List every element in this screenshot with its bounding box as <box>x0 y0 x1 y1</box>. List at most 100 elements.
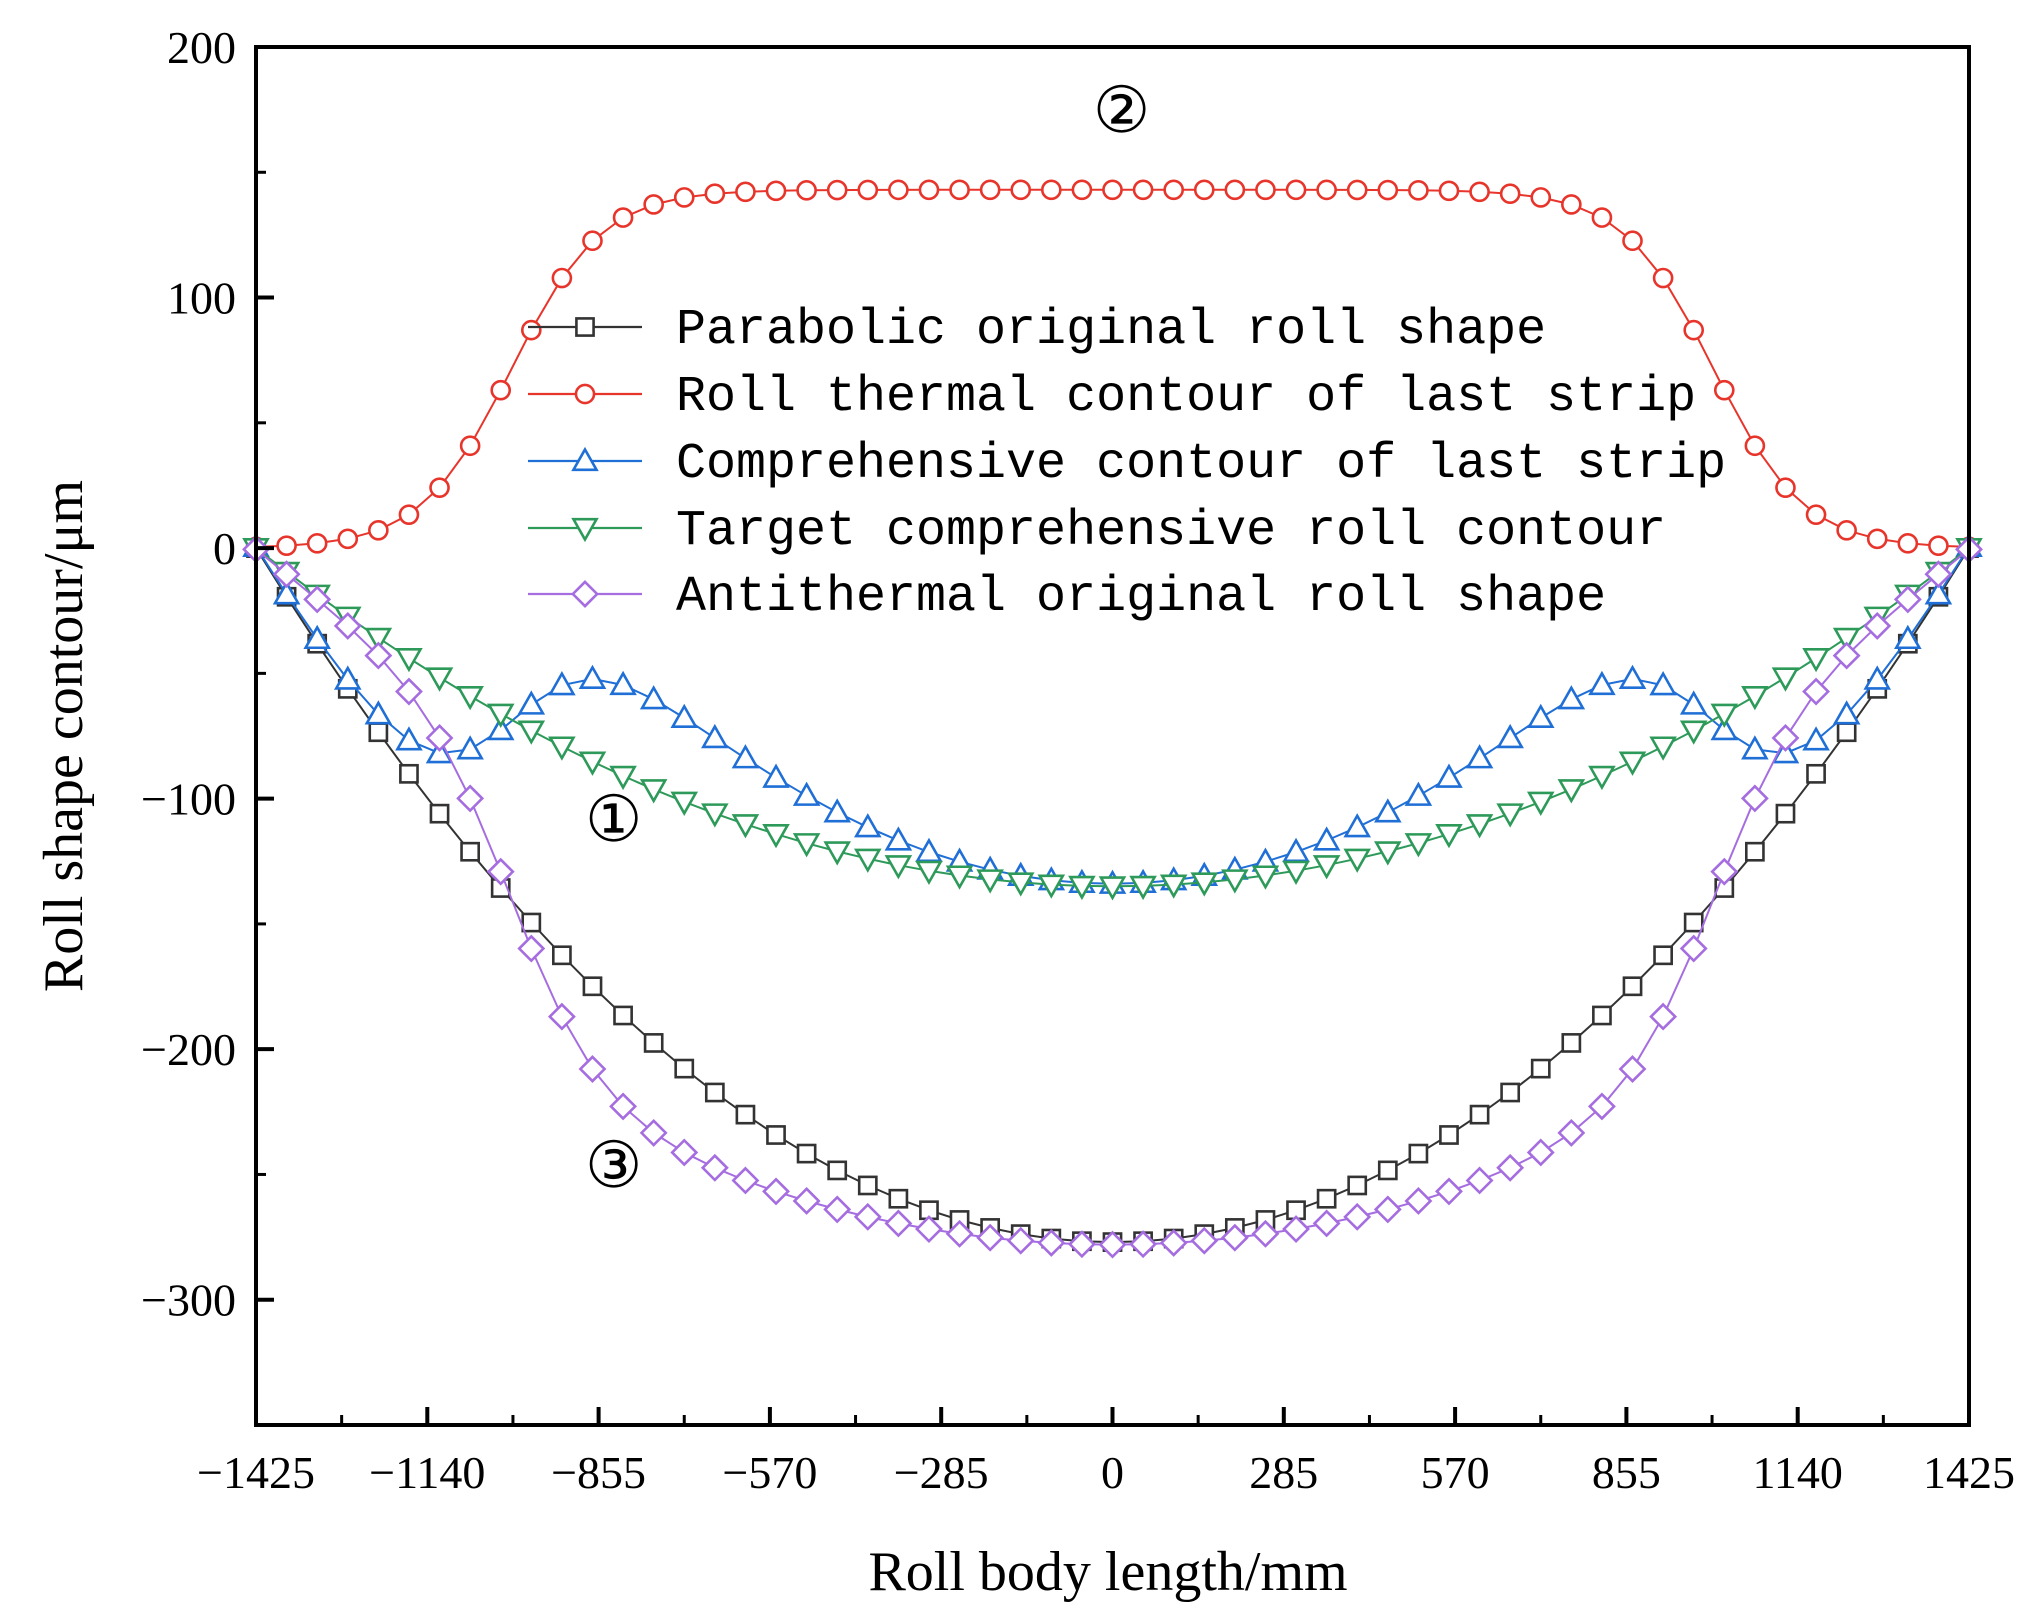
data-point <box>1924 580 1953 605</box>
data-point <box>1041 179 1062 201</box>
legend-label: Comprehensive contour of last strip <box>676 436 1726 493</box>
data-point <box>762 1177 790 1206</box>
data-point <box>1713 379 1735 401</box>
data-point <box>1710 715 1739 741</box>
data-point <box>1771 724 1800 752</box>
data-point <box>1102 179 1123 201</box>
data-point <box>854 813 882 838</box>
data-point <box>1530 1058 1551 1079</box>
data-point <box>1465 1166 1494 1195</box>
x-tick-label: 855 <box>1592 1447 1661 1498</box>
data-point <box>517 934 546 963</box>
data-point <box>976 869 1004 894</box>
data-point <box>1802 726 1830 751</box>
data-point <box>643 1033 664 1053</box>
data-point <box>609 765 637 791</box>
data-point <box>425 724 454 752</box>
data-point <box>429 477 450 498</box>
legend-item: Roll thermal contour of last strip <box>528 369 1696 426</box>
data-point <box>792 781 821 806</box>
data-point <box>399 763 419 784</box>
data-point <box>547 1002 576 1031</box>
annotation-label: ① <box>585 784 642 855</box>
axes: −1425 −1140 −855 −570 −285 0 285 570 855 1140 1425… <box>141 22 2015 1498</box>
data-point <box>1679 690 1708 715</box>
legend: Parabolic original roll shape Roll therma… <box>528 302 1726 626</box>
data-point <box>823 841 851 866</box>
legend-item: Comprehensive contour of last strip <box>528 436 1726 493</box>
data-point <box>1744 841 1765 862</box>
data-point <box>1404 1187 1433 1215</box>
data-point <box>1037 874 1066 899</box>
data-point <box>1649 736 1677 761</box>
data-point <box>517 690 546 715</box>
data-point <box>1159 1228 1188 1257</box>
data-point <box>1530 187 1552 208</box>
data-point <box>701 803 729 828</box>
data-point <box>1499 183 1521 205</box>
data-point <box>1098 876 1127 901</box>
data-point <box>796 1143 817 1164</box>
legend-marker <box>574 383 596 405</box>
data-point <box>670 791 699 816</box>
data-point <box>609 670 637 696</box>
y-tick-label: −200 <box>141 1024 236 1075</box>
data-point <box>1679 720 1708 745</box>
data-point <box>1347 1175 1368 1196</box>
data-point <box>1129 1230 1158 1259</box>
data-point <box>395 726 423 751</box>
y-axis-label: Roll shape contour/μm <box>33 480 95 992</box>
x-tick-label: 1140 <box>1753 1447 1843 1498</box>
data-point <box>1343 848 1371 873</box>
data-point <box>1496 803 1524 828</box>
series-5 <box>242 535 1983 1259</box>
data-point <box>823 1195 852 1224</box>
x-tick-label: −570 <box>722 1447 817 1498</box>
data-point <box>1893 585 1922 614</box>
data-point <box>1832 700 1861 725</box>
data-point <box>762 763 790 788</box>
data-point <box>272 560 301 589</box>
data-point <box>670 703 699 729</box>
data-point <box>766 1125 786 1145</box>
data-point <box>520 319 542 341</box>
data-point <box>1649 671 1677 696</box>
data-point <box>1679 934 1708 963</box>
data-point <box>949 179 970 201</box>
data-point <box>1071 179 1093 201</box>
data-point <box>1496 723 1524 749</box>
data-point <box>1193 179 1215 201</box>
data-point <box>456 784 485 813</box>
data-point <box>1438 180 1460 202</box>
data-point <box>1132 179 1154 201</box>
data-point <box>884 1209 913 1238</box>
data-point <box>456 735 484 760</box>
legend-item: Antithermal original roll shape <box>528 569 1606 626</box>
data-point <box>521 912 542 933</box>
data-point <box>578 751 607 776</box>
data-point <box>548 671 576 696</box>
legend-label: Antithermal original roll shape <box>676 569 1606 626</box>
data-point <box>578 664 607 690</box>
data-point <box>368 722 389 743</box>
data-point <box>1526 703 1555 729</box>
data-point <box>486 703 515 728</box>
data-point <box>1740 784 1769 813</box>
data-point <box>1469 1104 1490 1125</box>
legend-item: Parabolic original roll shape <box>528 302 1546 359</box>
data-point <box>1435 1177 1463 1206</box>
data-point <box>609 1092 638 1121</box>
data-point <box>1802 677 1830 706</box>
data-point <box>1220 1223 1249 1252</box>
data-point <box>639 685 668 710</box>
data-point <box>1924 560 1953 589</box>
data-point <box>1649 1002 1678 1031</box>
data-point <box>1866 528 1888 550</box>
x-tick-label: 570 <box>1421 1447 1490 1498</box>
data-point <box>364 641 393 670</box>
data-point <box>827 1160 848 1181</box>
data-point <box>1802 648 1830 673</box>
data-point <box>1159 874 1188 899</box>
y-tick-label: 100 <box>167 273 236 324</box>
